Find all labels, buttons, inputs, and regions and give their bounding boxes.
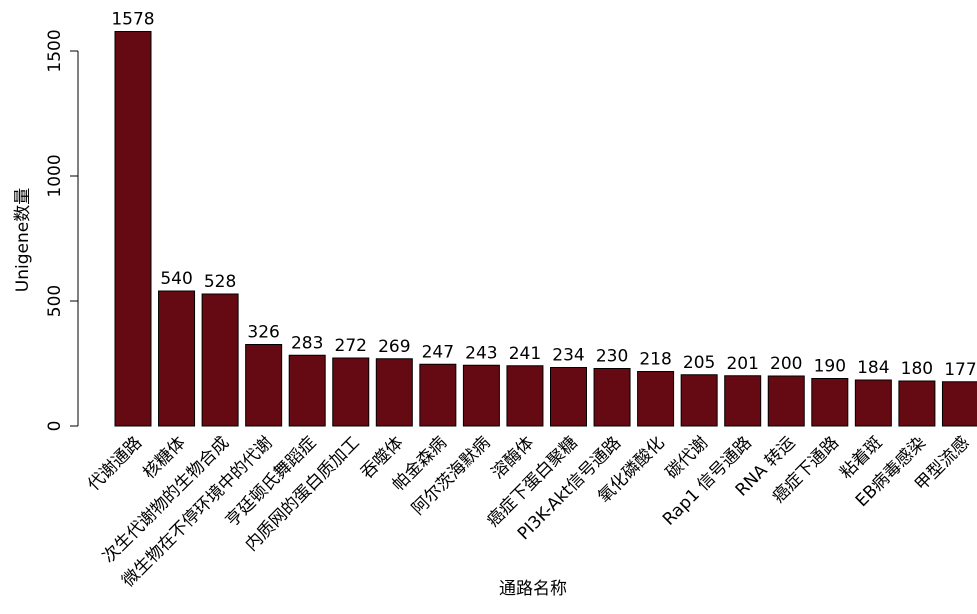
bar [114, 31, 152, 427]
x-axis-title: 通路名称 [499, 579, 567, 599]
data-label: 272 [335, 336, 367, 356]
category-labels: 代谢通路核糖体次生代谢物的生物合成微生物在不停环境中的代谢亨廷顿氏舞蹈症内质网的… [84, 433, 974, 591]
bar [550, 367, 587, 427]
data-label: 326 [247, 323, 279, 343]
y-axis-title: Unigene数量 [13, 188, 33, 292]
bar [854, 379, 892, 427]
data-label: 180 [901, 359, 933, 379]
data-label: 540 [160, 269, 192, 289]
bar [941, 381, 977, 427]
data-label: 177 [944, 360, 976, 380]
data-label: 247 [422, 342, 454, 362]
category-label: 代谢通路 [84, 433, 146, 495]
bar [158, 290, 196, 427]
data-labels: 1578 540 528 326 283 272 269 247 243 241 234 230 218… [111, 10, 976, 380]
data-label: 205 [683, 353, 715, 373]
y-tick-label: 0 [45, 421, 65, 432]
y-tick-label: 500 [45, 285, 65, 317]
bar [898, 380, 936, 427]
bars [114, 31, 977, 427]
y-tick-label: 1000 [45, 154, 65, 197]
bar [506, 365, 544, 427]
bar [419, 363, 457, 427]
data-label: 230 [596, 347, 628, 367]
data-label: 190 [814, 357, 846, 377]
bar [245, 344, 283, 427]
bar [201, 293, 239, 427]
data-label: 201 [726, 354, 758, 374]
y-axis: 0 500 1000 1500 [45, 29, 79, 432]
y-tick-label: 1500 [45, 29, 65, 72]
data-label: 241 [509, 344, 541, 364]
data-label: 234 [552, 346, 584, 366]
bar [680, 374, 718, 427]
bar [332, 357, 370, 427]
data-label: 269 [378, 337, 410, 357]
bar [767, 375, 805, 427]
bar [462, 364, 500, 427]
data-label: 243 [465, 343, 497, 363]
bar [811, 378, 849, 427]
data-label: 200 [770, 354, 802, 374]
bar [724, 375, 762, 427]
bar [375, 358, 413, 427]
data-label: 218 [639, 350, 671, 370]
data-label: 283 [291, 333, 323, 353]
bar [288, 354, 326, 427]
bar [593, 368, 631, 427]
data-label: 184 [857, 358, 889, 378]
data-label: 1578 [111, 10, 154, 30]
data-label: 528 [204, 272, 236, 292]
bar [637, 371, 675, 427]
